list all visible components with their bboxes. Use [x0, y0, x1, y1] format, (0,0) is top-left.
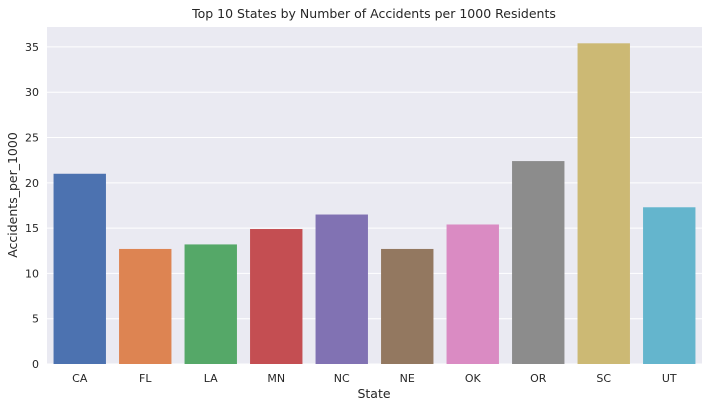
- x-tick-label: CA: [72, 372, 88, 385]
- y-tick-label: 15: [25, 222, 39, 235]
- x-tick-label: LA: [204, 372, 218, 385]
- y-axis-title: Accidents_per_1000: [5, 132, 20, 258]
- y-tick-label: 10: [25, 267, 39, 280]
- bar-nc: [315, 214, 368, 364]
- bar-la: [184, 244, 237, 364]
- bar-ca: [53, 173, 106, 364]
- x-tick-label: OK: [465, 372, 482, 385]
- bar-sc: [577, 43, 630, 364]
- x-tick-label: NC: [334, 372, 350, 385]
- bar-ok: [446, 224, 499, 364]
- y-tick-label: 30: [25, 86, 39, 99]
- bar-mn: [250, 229, 303, 364]
- x-tick-label: OR: [530, 372, 547, 385]
- bar-fl: [119, 248, 172, 364]
- bars: [53, 43, 696, 364]
- bar-or: [512, 161, 565, 364]
- x-axis-ticks: CA FL LA MN NC NE OK OR SC UT: [72, 372, 677, 385]
- bar-ut: [643, 207, 696, 364]
- y-tick-label: 35: [25, 41, 39, 54]
- x-tick-label: FL: [139, 372, 152, 385]
- bar-ne: [381, 248, 434, 364]
- x-tick-label: SC: [596, 372, 611, 385]
- x-tick-label: MN: [267, 372, 285, 385]
- y-tick-label: 20: [25, 177, 39, 190]
- y-axis-ticks: 0 5 10 15 20 25 30 35: [25, 41, 39, 371]
- y-tick-label: 25: [25, 132, 39, 145]
- y-tick-label: 0: [32, 358, 39, 371]
- x-tick-label: NE: [400, 372, 415, 385]
- y-tick-label: 5: [32, 313, 39, 326]
- x-tick-label: UT: [662, 372, 677, 385]
- chart-title: Top 10 States by Number of Accidents per…: [191, 6, 556, 21]
- x-axis-title: State: [357, 386, 390, 401]
